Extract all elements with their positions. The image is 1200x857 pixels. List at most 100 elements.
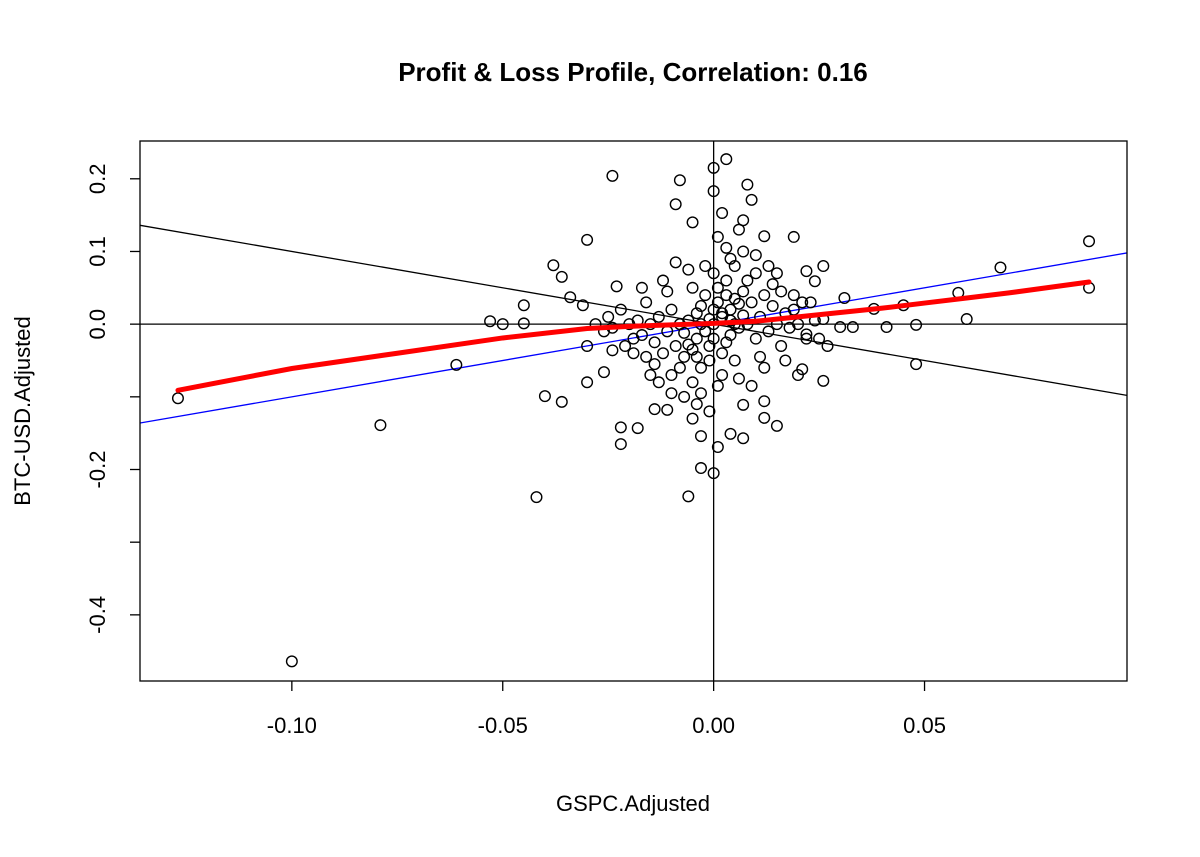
data-point (547, 259, 560, 272)
data-point (800, 332, 813, 345)
x-tick-label: -0.10 (267, 713, 317, 738)
data-point (555, 270, 568, 283)
data-point (808, 275, 821, 288)
data-point (737, 398, 750, 411)
data-point (678, 390, 691, 403)
x-tick-label: 0.05 (903, 713, 946, 738)
data-point (711, 230, 724, 243)
data-point (564, 291, 577, 304)
data-point (285, 655, 298, 668)
x-axis: -0.10 -0.05 0.00 0.05 (267, 681, 946, 738)
data-point (648, 403, 661, 416)
data-point (450, 358, 463, 371)
data-point (581, 233, 594, 246)
data-point (665, 369, 678, 382)
data-point (669, 339, 682, 352)
data-point (665, 387, 678, 400)
data-point (716, 347, 729, 360)
data-point (707, 185, 720, 198)
data-point (517, 299, 530, 312)
data-point (749, 249, 762, 262)
data-point (374, 419, 387, 432)
data-point (749, 332, 762, 345)
data-point (728, 260, 741, 273)
data-point (699, 289, 712, 302)
data-point (694, 387, 707, 400)
data-point (732, 297, 745, 310)
data-point (614, 303, 627, 316)
data-point (728, 354, 741, 367)
data-point (555, 395, 568, 408)
data-point (682, 338, 695, 351)
data-point (737, 432, 750, 445)
data-point (724, 329, 737, 342)
data-point (678, 350, 691, 363)
data-point (652, 310, 665, 323)
data-point (686, 412, 699, 425)
data-point (694, 462, 707, 475)
data-point (640, 350, 653, 363)
smooth-line-group (175, 279, 1092, 393)
data-point (741, 178, 754, 191)
data-point (703, 405, 716, 418)
chart-title: Profit & Loss Profile, Correlation: 0.16 (398, 57, 868, 87)
data-point (737, 245, 750, 258)
data-point (762, 260, 775, 273)
data-point (716, 369, 729, 382)
data-point (910, 318, 923, 331)
y-tick-label: -0.2 (85, 451, 110, 489)
data-point (652, 376, 665, 389)
data-point (770, 419, 783, 432)
data-point (610, 280, 623, 293)
data-point (720, 289, 733, 302)
data-point (880, 321, 893, 334)
data-point (171, 392, 184, 405)
y-axis-title: BTC-USD.Adjusted (10, 316, 35, 506)
data-point (661, 403, 674, 416)
data-point (530, 491, 543, 504)
data-point (694, 430, 707, 443)
data-point (758, 230, 771, 243)
data-point (707, 332, 720, 345)
data-point (703, 354, 716, 367)
data-point (711, 281, 724, 294)
data-point (669, 198, 682, 211)
data-point (690, 307, 703, 320)
data-point (754, 350, 767, 363)
data-point (720, 274, 733, 287)
data-point (627, 347, 640, 360)
data-point (800, 328, 813, 341)
data-point (817, 260, 830, 273)
reference-lines (140, 141, 1127, 681)
data-point (711, 379, 724, 392)
data-point (581, 339, 594, 352)
data-point (690, 398, 703, 411)
data-point (614, 438, 627, 451)
data-point (846, 321, 859, 334)
x-axis-title: GSPC.Adjusted (556, 791, 710, 816)
reference-line-abline (140, 252, 1127, 424)
data-point (758, 361, 771, 374)
data-point (766, 299, 779, 312)
data-point (779, 354, 792, 367)
data-point (732, 223, 745, 236)
data-point (745, 296, 758, 309)
data-points (171, 153, 1096, 668)
x-tick-label: 0.00 (692, 713, 735, 738)
data-point (720, 153, 733, 166)
data-point (796, 296, 809, 309)
data-point (834, 321, 847, 334)
data-point (484, 315, 497, 328)
data-point (800, 265, 813, 278)
data-point (1083, 235, 1096, 248)
data-point (682, 490, 695, 503)
data-point (648, 336, 661, 349)
data-point (602, 310, 615, 323)
data-point (758, 289, 771, 302)
data-point (614, 421, 627, 434)
data-point (576, 299, 589, 312)
data-point (648, 358, 661, 371)
data-point (673, 174, 686, 187)
data-point (716, 206, 729, 219)
data-point (682, 263, 695, 276)
